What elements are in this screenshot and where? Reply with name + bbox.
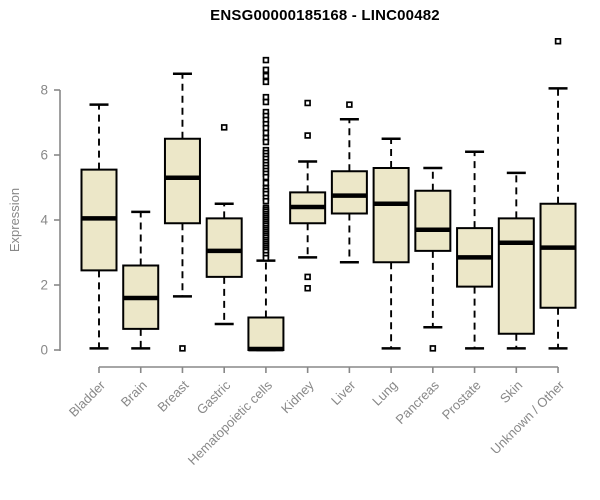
- boxplot-prostate: [456, 150, 494, 350]
- boxplot-pancreas: [414, 166, 452, 352]
- outlier-point: [262, 56, 270, 64]
- iqr-box: [372, 167, 410, 264]
- y-tick-label: 6: [40, 148, 48, 163]
- boxplot-gastric: [205, 124, 243, 326]
- x-tick-label-liver: Liver: [328, 377, 359, 408]
- iqr-box: [539, 202, 577, 309]
- outlier-point: [262, 98, 270, 106]
- boxplot-hematopoietic-cells: [247, 56, 285, 352]
- chart-title: ENSG00000185168 - LINC00482: [210, 7, 440, 24]
- outlier-point: [262, 66, 270, 74]
- boxplot-brain: [122, 210, 160, 350]
- x-tick-label-pancreas: Pancreas: [393, 377, 443, 427]
- iqr-box: [414, 189, 452, 252]
- boxplot-breast: [163, 72, 201, 352]
- outlier-point: [304, 132, 311, 139]
- x-tick-label-gastric: Gastric: [194, 377, 234, 417]
- x-tick-label-bladder: Bladder: [66, 377, 109, 420]
- outlier-point: [554, 37, 562, 45]
- iqr-box: [497, 217, 535, 335]
- y-tick-label: 4: [40, 213, 48, 228]
- boxplot-unknown-other: [539, 37, 577, 350]
- outlier-point: [262, 78, 270, 86]
- x-tick-label-unknown-other: Unknown / Other: [488, 377, 568, 457]
- outlier-point: [262, 197, 270, 205]
- outlier-point: [304, 99, 311, 107]
- x-tick-label-skin: Skin: [497, 378, 525, 406]
- boxplot-skin: [497, 171, 535, 350]
- outlier-point: [220, 124, 228, 131]
- iqr-box: [330, 170, 368, 215]
- x-tick-label-prostate: Prostate: [439, 378, 484, 423]
- outlier-point: [304, 285, 311, 292]
- y-axis: 0 2 4 6 8: [40, 83, 61, 358]
- iqr-box: [247, 316, 285, 351]
- outlier-point: [262, 138, 270, 146]
- x-tick-label-brain: Brain: [118, 378, 150, 410]
- boxplot-kidney: [289, 99, 327, 292]
- boxplot-lung: [372, 137, 410, 350]
- iqr-box: [163, 137, 201, 225]
- outlier-point: [179, 345, 186, 352]
- outlier-point: [262, 173, 270, 181]
- outlier-point: [262, 72, 270, 80]
- y-tick-label: 8: [40, 83, 48, 98]
- boxplot-liver: [330, 101, 368, 264]
- y-tick-label: 2: [40, 278, 48, 293]
- iqr-box: [205, 217, 243, 278]
- outlier-point: [262, 179, 270, 187]
- outlier-point: [262, 129, 270, 137]
- x-tick-label-breast: Breast: [154, 377, 191, 414]
- boxplot-bladder: [80, 103, 118, 350]
- outlier-point: [346, 101, 353, 108]
- outlier-point: [262, 254, 270, 262]
- y-tick-label: 0: [40, 343, 48, 358]
- outlier-point: [304, 273, 311, 281]
- x-tick-label-lung: Lung: [369, 378, 400, 409]
- outlier-point: [429, 345, 437, 352]
- x-tick-label-kidney: Kidney: [278, 377, 317, 416]
